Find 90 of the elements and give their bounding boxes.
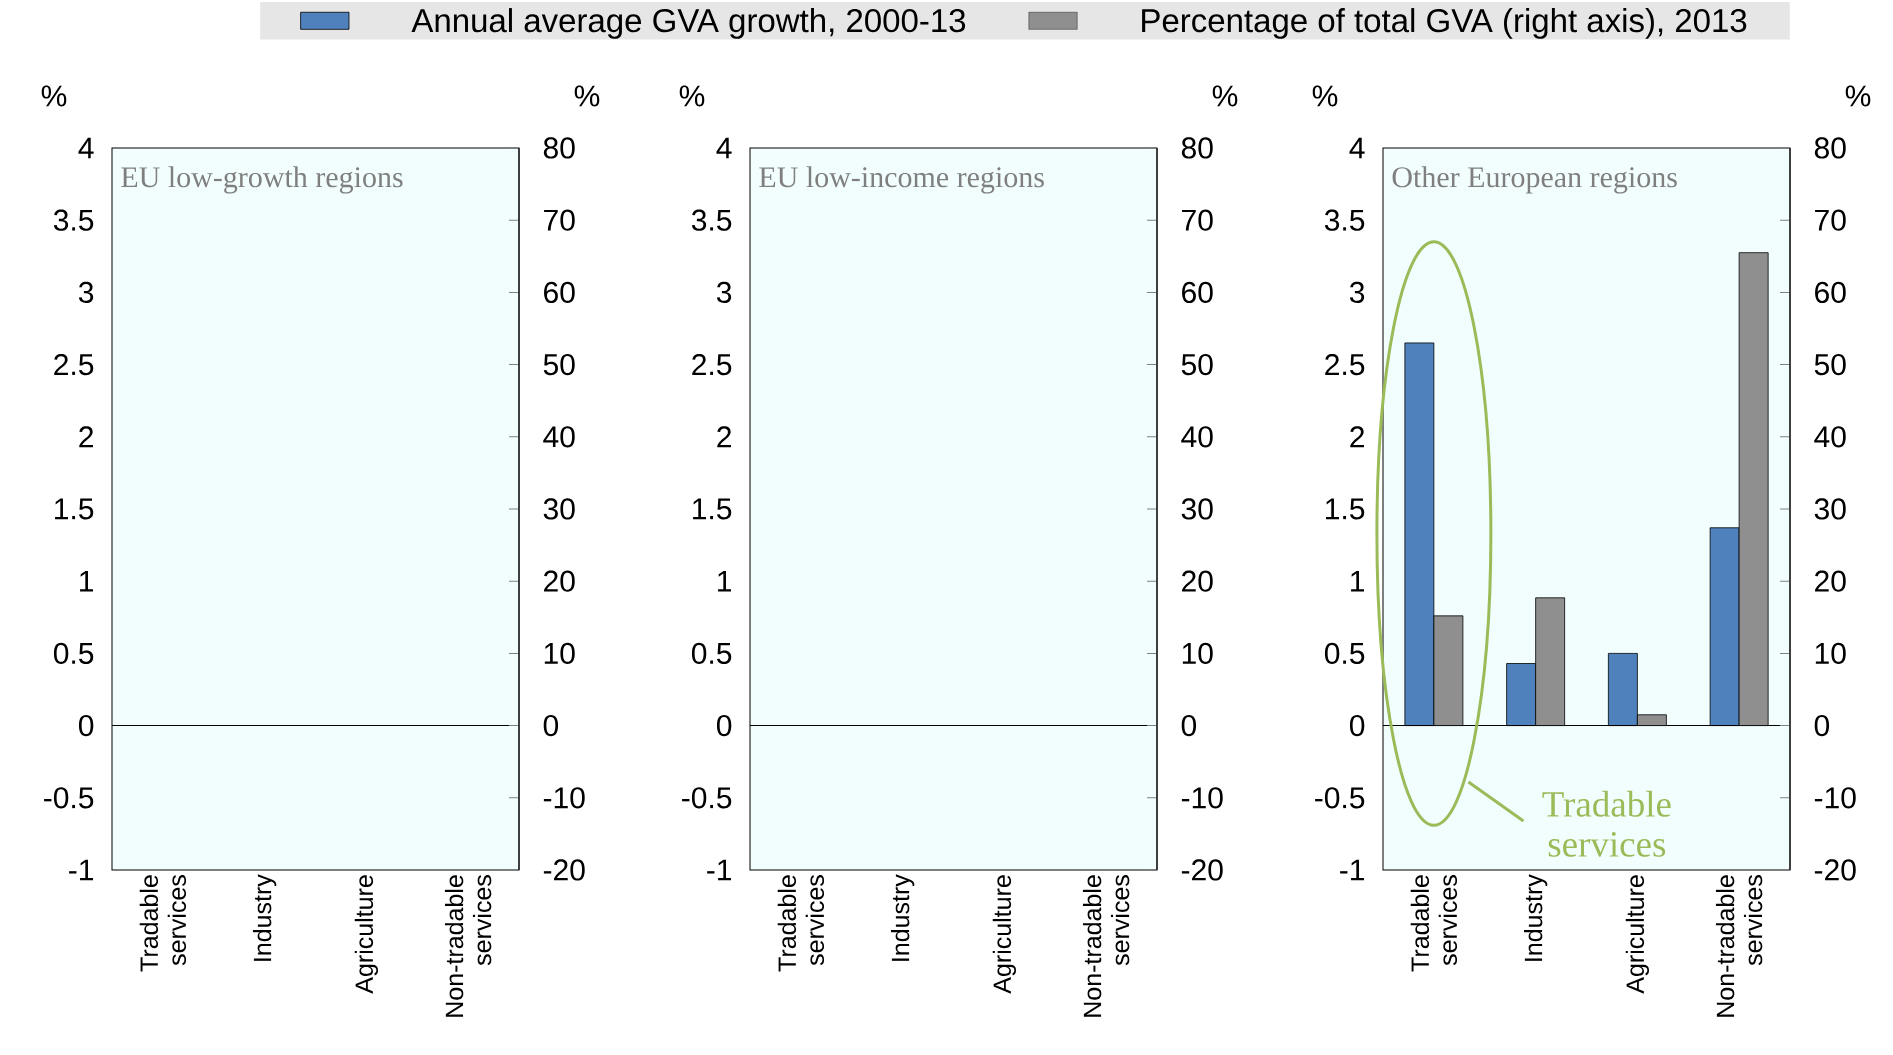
y-tick-label: 0.5 <box>1324 642 1365 665</box>
y-axis-title: % <box>41 85 67 107</box>
y-tick-label: -0.5 <box>682 787 732 809</box>
y-tick-label: 4 <box>78 137 94 159</box>
y-tick-label: 4 <box>716 137 732 159</box>
x-tick-label: Tradable services <box>1410 875 1458 972</box>
y2-tick-label: 50 <box>1181 353 1213 376</box>
y-tick-label: 2.5 <box>1325 353 1365 376</box>
y2-tick-label: 20 <box>1182 570 1213 592</box>
y2-tick-label: 0 <box>543 714 559 737</box>
x-tick-label: Tradable services <box>777 875 825 972</box>
y2-tick-label: 30 <box>543 498 575 520</box>
y2-tick-label: -10 <box>1181 787 1223 809</box>
y2-tick-label: 10 <box>1182 642 1213 665</box>
y2-axis-title: % <box>1212 85 1238 107</box>
y2-tick-label: 60 <box>1182 281 1213 304</box>
y2-tick-label: 40 <box>543 426 575 448</box>
y-tick-label: 1.5 <box>1326 498 1365 520</box>
y-tick-label: -1 <box>1340 859 1365 881</box>
y2-tick-label: 10 <box>1815 642 1846 665</box>
y2-tick-label: 20 <box>1815 570 1846 592</box>
y-tick-label: 4 <box>1349 137 1365 159</box>
y-axis-title: % <box>1312 85 1338 107</box>
y-tick-label: -0.5 <box>44 787 94 809</box>
y-tick-label: -0.5 <box>1315 787 1365 809</box>
annotation: Tradable services <box>1542 790 1671 857</box>
y-tick-label: 1.5 <box>693 498 732 520</box>
y2-tick-label: -10 <box>1814 787 1856 809</box>
x-tick-label: Agriculture <box>354 875 379 994</box>
y2-tick-label: 40 <box>1181 426 1213 448</box>
y-tick-label: 0.5 <box>691 642 732 665</box>
x-tick-label: Industry <box>1523 874 1548 961</box>
y2-tick-label: 70 <box>1815 209 1846 231</box>
y-tick-label: 2.5 <box>54 353 94 376</box>
y2-tick-label: 0 <box>1814 714 1830 737</box>
y2-tick-label: 70 <box>1182 209 1213 231</box>
text: EU low-growth regions <box>121 166 403 194</box>
y-axis-title: % <box>679 85 705 107</box>
y2-tick-label: 60 <box>544 281 575 304</box>
y-tick-label: 3.5 <box>1324 209 1365 231</box>
y2-tick-label: 50 <box>543 353 575 376</box>
y2-tick-label: -20 <box>1814 859 1856 881</box>
y2-tick-label: 30 <box>1181 498 1213 520</box>
y-tick-label: 2 <box>1350 426 1364 448</box>
y-tick-label: 1.5 <box>55 498 94 520</box>
y-tick-label: -1 <box>707 859 732 881</box>
y2-tick-label: 10 <box>544 642 575 665</box>
y-tick-label: 1 <box>1351 570 1365 592</box>
y2-tick-label: 80 <box>1814 137 1846 159</box>
y-tick-label: 2 <box>79 426 93 448</box>
y-tick-label: -1 <box>69 859 94 881</box>
y2-tick-label: 50 <box>1814 353 1846 376</box>
text: EU low-income regions <box>759 166 1044 194</box>
y-tick-label: 1 <box>80 570 94 592</box>
y2-tick-label: -20 <box>543 859 585 881</box>
y2-tick-label: 80 <box>543 137 575 159</box>
x-tick-label: Non-tradable services <box>444 875 492 1017</box>
y2-tick-label: 60 <box>1815 281 1846 304</box>
y-tick-label: 2 <box>717 426 731 448</box>
x-tick-label: Non-tradable services <box>1082 875 1130 1017</box>
y2-axis-title: % <box>1845 85 1871 107</box>
y-tick-label: 0 <box>78 714 94 737</box>
y2-tick-label: -20 <box>1181 859 1223 881</box>
y-tick-label: 3 <box>716 281 732 304</box>
y2-tick-label: 20 <box>544 570 575 592</box>
y2-axis-title: % <box>574 85 600 107</box>
x-tick-label: Agriculture <box>992 875 1017 994</box>
y-tick-label: 0 <box>1349 714 1365 737</box>
y-tick-label: 0 <box>716 714 732 737</box>
y-tick-label: 1 <box>718 570 732 592</box>
y-tick-label: 3.5 <box>53 209 94 231</box>
x-tick-label: Tradable services <box>139 875 187 972</box>
x-tick-label: Agriculture <box>1625 875 1650 994</box>
text: Other European regions <box>1392 166 1677 194</box>
y2-tick-label: 0 <box>1181 714 1197 737</box>
y2-tick-label: 40 <box>1814 426 1846 448</box>
x-tick-label: Non-tradable services <box>1715 875 1763 1017</box>
y-tick-label: 0.5 <box>53 642 94 665</box>
y2-tick-label: 70 <box>544 209 575 231</box>
x-tick-label: Industry <box>890 874 915 961</box>
y2-tick-label: -10 <box>543 787 585 809</box>
y2-tick-label: 80 <box>1181 137 1213 159</box>
legend-label: Annual average GVA growth, 2000-13 <box>411 8 966 39</box>
y-tick-label: 3.5 <box>691 209 732 231</box>
legend-label: Percentage of total GVA (right axis), 2013 <box>1142 8 1747 39</box>
y-tick-label: 3 <box>78 281 94 304</box>
x-tick-label: Industry <box>252 874 277 961</box>
y-tick-label: 2.5 <box>692 353 732 376</box>
y-tick-label: 3 <box>1349 281 1365 304</box>
y2-tick-label: 30 <box>1814 498 1846 520</box>
